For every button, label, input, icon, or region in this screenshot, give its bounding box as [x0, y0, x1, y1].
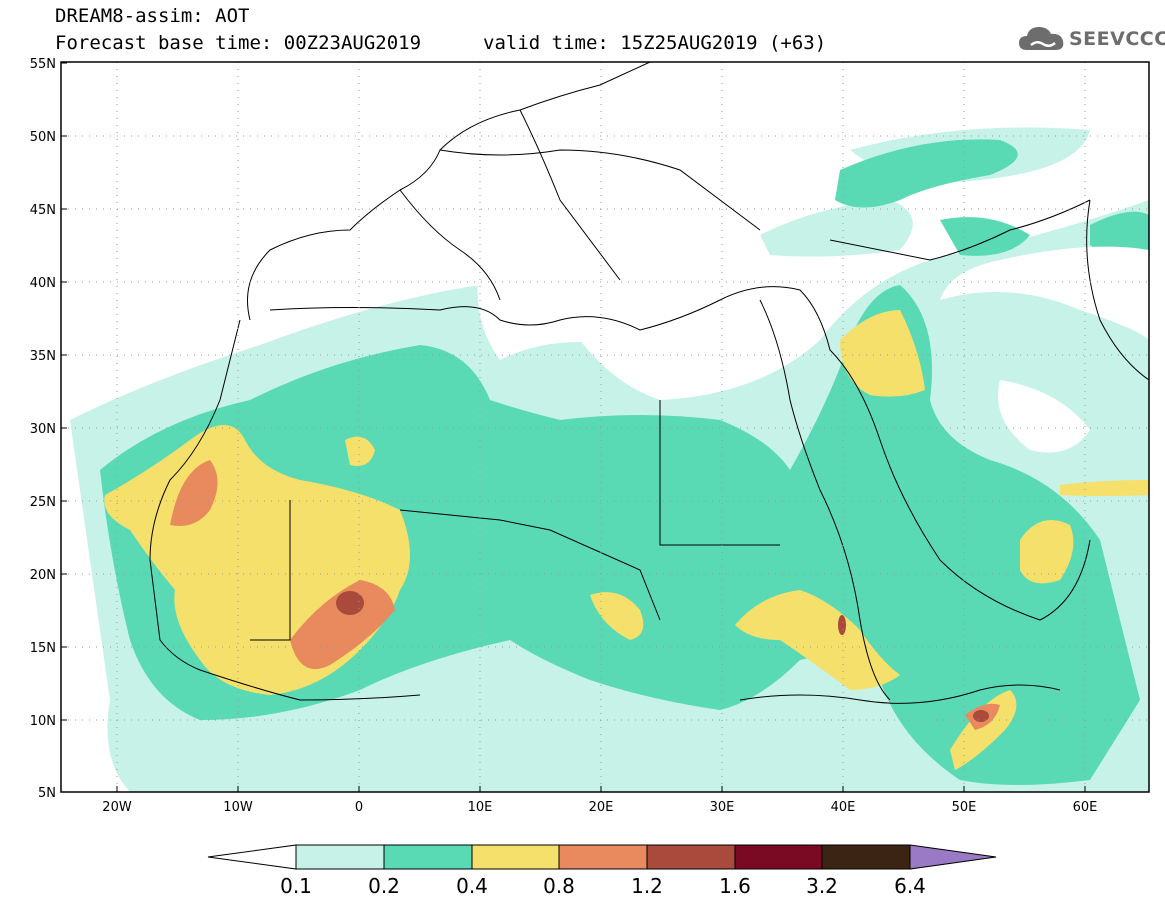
- lat-label: 20N: [30, 568, 56, 583]
- colorbar-swatch: [821, 844, 911, 870]
- lat-label: 30N: [30, 422, 56, 437]
- colorbar-label: 0.8: [543, 874, 575, 898]
- logo-text: SEEVCCC: [1069, 28, 1165, 50]
- lon-label: 20W: [102, 800, 132, 815]
- colorbar-swatch: [558, 844, 648, 870]
- lat-label: 15N: [30, 641, 56, 656]
- lat-label: 10N: [30, 714, 56, 729]
- lon-label: 10E: [468, 800, 493, 815]
- map-frame: [60, 61, 1150, 793]
- lon-label: 60E: [1073, 800, 1098, 815]
- valid-time: valid time: 15Z25AUG2019 (+63): [483, 32, 827, 54]
- lat-label: 25N: [30, 495, 56, 510]
- lat-label: 40N: [30, 276, 56, 291]
- lat-label: 5N: [38, 786, 56, 801]
- colorbar: 0.1 0.2 0.4 0.8 1.2 1.6 3.2 6.4: [207, 844, 997, 898]
- lat-label: 45N: [30, 203, 56, 218]
- lon-label: 20E: [589, 800, 614, 815]
- lat-label: 50N: [30, 130, 56, 145]
- colorbar-swatch: [646, 844, 736, 870]
- lon-label: 40E: [831, 800, 856, 815]
- chart-title: DREAM8-assim: AOT: [55, 5, 250, 27]
- colorbar-swatch: [734, 844, 823, 870]
- lat-label: 35N: [30, 349, 56, 364]
- colorbar-label: 0.4: [456, 874, 488, 898]
- colorbar-label: 1.2: [631, 874, 663, 898]
- lon-label: 10W: [223, 800, 253, 815]
- colorbar-label: 3.2: [806, 874, 838, 898]
- colorbar-label: 6.4: [894, 874, 926, 898]
- colorbar-label: 1.6: [719, 874, 751, 898]
- lon-label: 50E: [952, 800, 977, 815]
- forecast-base-time: Forecast base time: 00Z23AUG2019: [55, 32, 422, 54]
- colorbar-swatch: [471, 844, 560, 870]
- colorbar-swatch: [383, 844, 473, 870]
- cloud-icon: [1019, 27, 1064, 50]
- seevccc-logo: SEEVCCC: [1017, 22, 1165, 56]
- lon-label: 0: [355, 800, 363, 815]
- colorbar-arrow-low: [207, 844, 297, 870]
- lat-label: 55N: [30, 57, 56, 72]
- colorbar-swatch: [295, 844, 385, 870]
- lon-label: 30E: [710, 800, 735, 815]
- aot-field: [61, 62, 1149, 792]
- colorbar-label: 0.2: [368, 874, 400, 898]
- colorbar-arrow-high: [909, 844, 997, 870]
- colorbar-label: 0.1: [280, 874, 312, 898]
